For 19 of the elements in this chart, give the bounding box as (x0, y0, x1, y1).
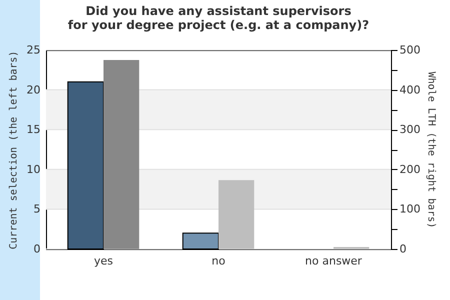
y2-axis-title: Whole LTH (the right bars) (425, 72, 436, 228)
y-tick-label: 5 (34, 202, 40, 216)
y-tick-label: 0 (34, 242, 40, 256)
y2-tick-label: 200 (400, 162, 420, 176)
x-tick-label: no answer (305, 254, 362, 268)
y-tick-label: 15 (26, 123, 40, 136)
bar (218, 180, 254, 249)
x-tick-label: yes (94, 254, 114, 268)
y2-tick-label: 500 (400, 44, 420, 56)
chart-title: Did you have any assistant supervisors for your degree project (e.g. at a company)? (68, 4, 370, 32)
y2-tick-label: 400 (400, 83, 420, 96)
x-tick-label: no (212, 254, 226, 268)
y2-tick-label: 0 (400, 242, 406, 256)
y2-tick-label: 300 (400, 123, 420, 136)
y-tick-label: 20 (26, 83, 40, 96)
y-tick-label: 10 (26, 162, 40, 176)
y-tick-label: 25 (26, 44, 40, 56)
y2-tick-label: 100 (400, 202, 420, 216)
y-axis-title: Current selection (the left bars) (8, 50, 20, 250)
